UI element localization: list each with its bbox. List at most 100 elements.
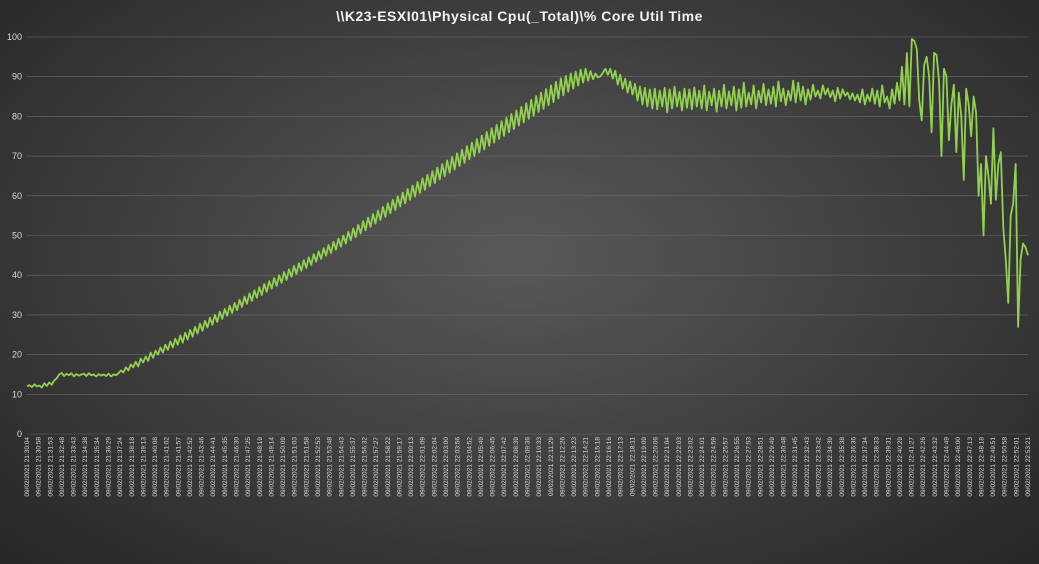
x-tick-label: 09/02/2021 22:24:01 (699, 437, 706, 497)
x-tick-label: 09/02/2021 21:59:17 (397, 437, 404, 497)
x-tick-label: 09/02/2021 21:53:48 (327, 437, 334, 497)
x-tick-label: 09/02/2021 21:55:37 (350, 437, 357, 497)
x-tick-label: 09/02/2021 21:44:41 (210, 437, 217, 497)
x-tick-label: 09/02/2021 21:35:34 (94, 437, 101, 497)
x-tick-label: 09/02/2021 22:03:00 (443, 437, 450, 497)
y-tick-label: 20 (12, 350, 22, 360)
x-tick-label: 09/02/2021 22:02:04 (431, 437, 438, 497)
x-tick-label: 09/02/2021 22:37:34 (862, 437, 869, 497)
x-tick-label: 09/02/2021 22:39:31 (885, 437, 892, 497)
x-tick-label: 09/02/2021 21:57:27 (373, 437, 380, 497)
x-tick-label: 09/02/2021 21:45:35 (222, 437, 229, 497)
x-tick-label: 09/02/2021 21:49:14 (268, 437, 275, 497)
x-tick-label: 09/02/2021 22:15:18 (594, 437, 601, 497)
y-tick-label: 80 (12, 111, 22, 121)
x-tick-label: 09/02/2021 21:30:04 (24, 437, 31, 497)
x-tick-label: 09/02/2021 22:42:26 (920, 437, 927, 497)
x-tick-label: 09/02/2021 22:11:29 (548, 437, 555, 497)
x-tick-label: 09/02/2021 22:43:32 (932, 437, 939, 497)
x-tick-label: 09/02/2021 22:29:49 (769, 437, 776, 497)
x-tick-label: 09/02/2021 22:30:48 (781, 437, 788, 497)
x-tick-label: 09/02/2021 22:13:23 (571, 437, 578, 497)
x-tick-label: 09/02/2021 22:46:00 (955, 437, 962, 497)
x-tick-label: 09/02/2021 22:06:45 (490, 437, 497, 497)
x-tick-label: 09/02/2021 22:31:45 (792, 437, 799, 497)
x-tick-label: 09/02/2021 22:47:13 (967, 437, 974, 497)
x-tick-label: 09/02/2021 22:27:53 (746, 437, 753, 497)
x-tick-label: 09/02/2021 21:36:29 (106, 437, 113, 497)
x-tick-label: 09/02/2021 21:37:24 (117, 437, 124, 497)
y-tick-label: 30 (12, 310, 22, 320)
y-tick-label: 50 (12, 231, 22, 241)
y-tick-label: 40 (12, 270, 22, 280)
x-tick-label: 09/02/2021 22:03:56 (455, 437, 462, 497)
x-tick-label: 09/02/2021 22:09:36 (525, 437, 532, 497)
x-tick-label: 09/02/2021 22:25:57 (722, 437, 729, 497)
x-tick-label: 09/02/2021 22:48:18 (978, 437, 985, 497)
x-tick-label: 09/02/2021 21:51:03 (292, 437, 299, 497)
x-axis-tick-labels: 09/02/2021 21:30:04 09/02/2021 21:30:58 09… (24, 437, 1032, 497)
x-tick-label: 09/02/2021 22:18:11 (629, 437, 636, 497)
x-tick-label: 09/02/2021 21:46:30 (234, 437, 241, 497)
x-tick-label: 09/02/2021 22:19:09 (641, 437, 648, 497)
x-tick-label: 09/02/2021 22:34:39 (827, 437, 834, 497)
x-tick-label: 09/02/2021 22:35:38 (839, 437, 846, 497)
x-tick-label: 09/02/2021 22:07:42 (501, 437, 508, 497)
x-tick-label: 09/02/2021 21:41:02 (164, 437, 171, 497)
x-tick-label: 09/02/2021 22:20:06 (653, 437, 660, 497)
x-tick-label: 09/02/2021 22:40:29 (897, 437, 904, 497)
y-tick-label: 90 (12, 72, 22, 82)
x-tick-label: 09/02/2021 22:36:36 (850, 437, 857, 497)
x-tick-label: 09/02/2021 22:12:26 (559, 437, 566, 497)
x-tick-label: 09/02/2021 22:50:58 (1002, 437, 1009, 497)
x-tick-label: 09/02/2021 22:01:09 (420, 437, 427, 497)
series-line-0 (26, 38, 1029, 389)
x-tick-label: 09/02/2021 22:28:51 (757, 437, 764, 497)
x-tick-label: 09/02/2021 22:17:13 (618, 437, 625, 497)
x-tick-label: 09/02/2021 22:21:04 (664, 437, 671, 497)
x-tick-label: 09/02/2021 21:50:09 (280, 437, 287, 497)
series-layer (26, 38, 1029, 389)
x-tick-label: 09/02/2021 21:30:58 (36, 437, 43, 497)
x-tick-label: 09/02/2021 22:14:21 (583, 437, 590, 497)
x-tick-label: 09/02/2021 21:42:52 (187, 437, 194, 497)
x-tick-label: 09/02/2021 21:43:46 (199, 437, 206, 497)
x-tick-label: 09/02/2021 21:47:25 (245, 437, 252, 497)
y-tick-label: 10 (12, 389, 22, 399)
x-tick-label: 09/02/2021 21:48:19 (257, 437, 264, 497)
x-tick-label: 09/02/2021 22:05:49 (478, 437, 485, 497)
x-tick-label: 09/02/2021 21:58:22 (385, 437, 392, 497)
x-tick-label: 09/02/2021 21:51:58 (303, 437, 310, 497)
x-tick-label: 09/02/2021 22:16:16 (606, 437, 613, 497)
x-tick-label: 09/02/2021 21:56:32 (362, 437, 369, 497)
y-axis-tick-labels: 0 10 20 30 40 50 60 70 80 90 100 (7, 32, 22, 439)
y-tick-label: 100 (7, 32, 22, 42)
x-tick-label: 09/02/2021 21:31:53 (47, 437, 54, 497)
x-tick-label: 09/02/2021 22:32:43 (804, 437, 811, 497)
x-tick-label: 09/02/2021 21:40:08 (152, 437, 159, 497)
x-tick-label: 09/02/2021 22:08:39 (513, 437, 520, 497)
x-tick-label: 09/02/2021 21:38:18 (129, 437, 136, 497)
x-tick-label: 09/02/2021 21:41:57 (175, 437, 182, 497)
x-tick-label: 09/02/2021 21:52:53 (315, 437, 322, 497)
x-tick-label: 09/02/2021 22:00:13 (408, 437, 415, 497)
x-tick-label: 09/02/2021 21:33:43 (71, 437, 78, 497)
x-tick-label: 09/02/2021 22:52:01 (1013, 437, 1020, 497)
chart-title: \\K23-ESXI01\Physical Cpu(_Total)\% Core… (336, 8, 703, 24)
x-tick-label: 09/02/2021 22:26:55 (734, 437, 741, 497)
x-tick-label: 09/02/2021 22:04:52 (466, 437, 473, 497)
x-tick-label: 09/02/2021 21:39:13 (140, 437, 147, 497)
x-tick-label: 09/02/2021 22:22:03 (676, 437, 683, 497)
x-tick-label: 09/02/2021 22:41:27 (909, 437, 916, 497)
x-tick-label: 09/02/2021 22:10:33 (536, 437, 543, 497)
y-tick-label: 0 (17, 429, 22, 439)
x-tick-label: 09/02/2021 22:53:21 (1025, 437, 1032, 497)
x-tick-label: 09/02/2021 22:24:59 (711, 437, 718, 497)
x-tick-label: 09/02/2021 21:54:43 (338, 437, 345, 497)
x-tick-label: 09/02/2021 22:49:51 (990, 437, 997, 497)
x-tick-label: 09/02/2021 21:34:38 (82, 437, 89, 497)
y-tick-label: 60 (12, 191, 22, 201)
x-tick-label: 09/02/2021 22:23:02 (688, 437, 695, 497)
